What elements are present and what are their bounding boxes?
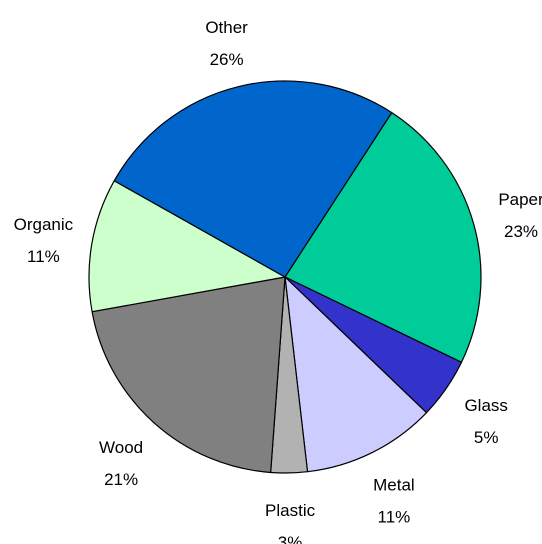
slice-label-metal: Metal	[373, 475, 415, 494]
slice-value-paper: 23%	[504, 222, 538, 241]
slice-value-plastic: 3%	[278, 533, 303, 544]
pie-labels: Paper 23% Glass 5% Metal 11% Plastic 3% Wood 21% O…	[14, 18, 542, 544]
slice-value-metal: 11%	[378, 507, 411, 526]
slice-organic	[88, 180, 286, 313]
slice-label-paper: Paper	[498, 190, 542, 209]
slice-label-organic: Organic	[14, 215, 74, 234]
slice-value-other: 26%	[210, 50, 244, 69]
slice-value-wood: 21%	[104, 470, 138, 489]
slice-paper	[284, 112, 482, 363]
slice-label-other: Other	[205, 18, 248, 37]
slice-metal	[284, 276, 428, 473]
slice-other	[113, 80, 393, 278]
slice-label-plastic: Plastic	[265, 501, 316, 520]
slice-value-organic: 11%	[27, 247, 60, 266]
slice-value-glass: 5%	[474, 428, 499, 447]
slice-wood	[91, 276, 286, 474]
slice-label-wood: Wood	[99, 438, 143, 457]
slice-label-glass: Glass	[464, 396, 507, 415]
pie-slices	[88, 80, 482, 474]
